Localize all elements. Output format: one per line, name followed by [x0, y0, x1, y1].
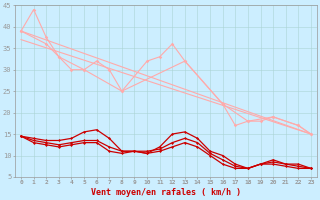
X-axis label: Vent moyen/en rafales ( km/h ): Vent moyen/en rafales ( km/h )	[91, 188, 241, 197]
